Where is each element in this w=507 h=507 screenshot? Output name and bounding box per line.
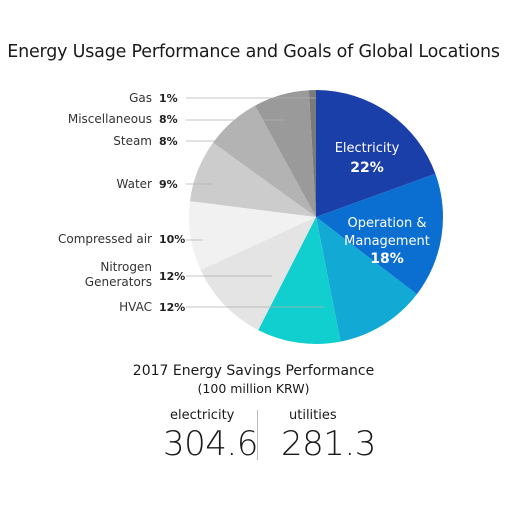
pie-slice-water [189, 142, 316, 217]
pie-slice-compressed-air [188, 201, 316, 271]
slice-label-compressed-air: Compressed air [58, 232, 152, 246]
pie-chart: Electricity 22% Operation & Management 18% HV… [58, 90, 444, 344]
slice-label-operation-management: Operation & [348, 216, 427, 231]
pie-slice-steam [213, 105, 316, 217]
electricity-savings-value: 304.6 [163, 424, 258, 464]
summary-unit: (100 million KRW) [197, 381, 310, 396]
slice-label-steam: Steam [113, 134, 152, 148]
summary-title: 2017 Energy Savings Performance [132, 363, 375, 379]
slice-label-nitrogen-generators: Nitrogen [100, 260, 152, 274]
pie-slice-slice-2 [316, 217, 417, 342]
utilities-savings-label: utilities [289, 408, 337, 423]
slice-value-gas: 1% [159, 92, 178, 105]
slice-value-water: 9% [159, 178, 178, 191]
slice-label-hvac: HVAC [119, 300, 152, 314]
slice-value-miscellaneous: 8% [159, 113, 178, 126]
slice-value-compressed-air: 10% [159, 233, 185, 246]
chart-title: Energy Usage Performance and Goals of Gl… [7, 42, 500, 62]
slice-label-electricity: Electricity [335, 141, 400, 156]
pie-slice-operation-management [316, 173, 444, 295]
pie-slice-hvac [258, 217, 341, 344]
slice-value-nitrogen-generators: 12% [159, 270, 185, 283]
slice-value-steam: 8% [159, 135, 178, 148]
pie-slice-gas [308, 90, 316, 217]
electricity-savings-label: electricity [170, 408, 235, 423]
slice-label-gas: Gas [129, 91, 152, 105]
slice-label-miscellaneous: Miscellaneous [68, 112, 152, 126]
slice-label-water: Water [117, 177, 153, 191]
pie-slice-electricity [316, 90, 436, 217]
slice-value-electricity: 22% [350, 160, 384, 176]
summary-divider [257, 410, 258, 460]
slice-label-nitrogen-generators: Generators [85, 275, 152, 289]
utilities-savings-value: 281.3 [281, 424, 376, 464]
slice-value-operation-management: 18% [370, 251, 404, 267]
slice-value-hvac: 12% [159, 301, 185, 314]
slice-label-operation-management: Management [344, 234, 430, 249]
pie-slice-nitrogen-generators [200, 217, 316, 331]
pie-slice-miscellaneous [255, 90, 316, 217]
